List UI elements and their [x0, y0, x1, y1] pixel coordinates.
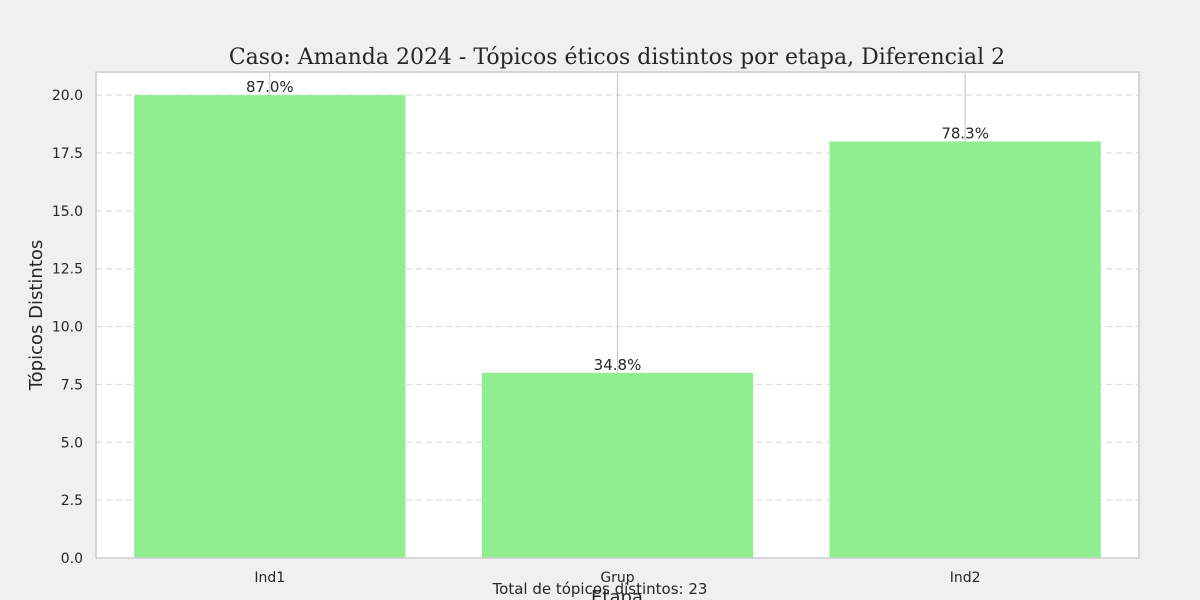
- footnote-total: Total de tópicos distintos: 23: [492, 580, 708, 598]
- y-tick-label: 10.0: [52, 320, 83, 336]
- x-tick-label: Ind2: [950, 570, 981, 586]
- ticks-layer: 0.0 2.5 5.0 7.5 10.0 12.5 15.0 17.5 20.0 Ind1 Grup…: [52, 88, 981, 586]
- bar-ind2: [829, 141, 1101, 558]
- y-tick-label: 2.5: [61, 493, 83, 509]
- plot-frame: [95, 71, 1140, 559]
- labels-layer: 87.0% 34.8% 78.3%: [246, 78, 989, 374]
- bar-grup: [481, 372, 754, 558]
- y-tick-label: 17.5: [52, 146, 83, 162]
- data-label: 78.3%: [941, 124, 989, 142]
- bars-layer: [134, 95, 1101, 559]
- y-tick-label: 7.5: [61, 377, 83, 393]
- x-tick-label: Grup: [600, 570, 634, 586]
- y-axis-label: Tópicos Distintos: [26, 240, 47, 392]
- y-tick-label: 0.0: [61, 551, 83, 567]
- data-label: 34.8%: [594, 356, 642, 374]
- y-tick-label: 15.0: [52, 204, 83, 220]
- y-tick-label: 20.0: [52, 88, 83, 104]
- x-axis-label: Etapa: [591, 587, 643, 600]
- y-tick-label: 12.5: [52, 262, 83, 278]
- y-tick-label: 5.0: [61, 435, 83, 451]
- bar-ind1: [134, 95, 406, 559]
- data-label: 87.0%: [246, 78, 294, 96]
- x-tick-label: Ind1: [254, 570, 285, 586]
- chart-title: Caso: Amanda 2024 - Tópicos éticos disti…: [229, 45, 1005, 70]
